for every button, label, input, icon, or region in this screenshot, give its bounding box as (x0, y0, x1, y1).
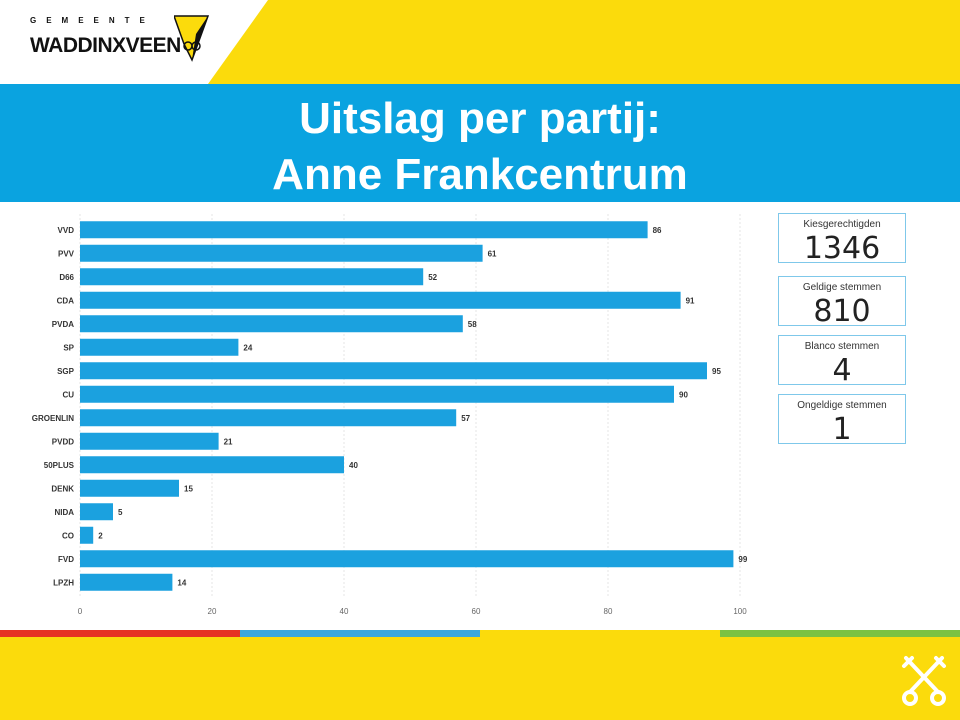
category-label: FVD (58, 555, 74, 564)
kpi-card-kiesgerechtigden: Kiesgerechtigden 1346 (778, 213, 906, 266)
data-label: 21 (224, 437, 233, 446)
stripe-yellow (480, 630, 720, 637)
category-label: PVDA (52, 320, 74, 329)
page-subtitle: Anne Frankcentrum (272, 150, 688, 199)
data-label: 86 (653, 226, 662, 235)
bar (80, 385, 674, 403)
data-label: 40 (349, 461, 358, 470)
kpi-value: 1 (832, 412, 852, 447)
data-label: 99 (738, 555, 747, 564)
bar (80, 338, 239, 356)
data-label: 90 (679, 390, 688, 399)
category-label: GROENLIN (32, 414, 74, 423)
logo-name: WADDINXVEEN (30, 34, 181, 57)
kpi-value: 4 (832, 353, 852, 388)
data-label: 91 (686, 296, 695, 305)
stripe-red (0, 630, 240, 637)
stripe-green (720, 630, 960, 637)
bar (80, 479, 179, 497)
category-label: LPZH (53, 578, 74, 587)
logo: GEMEENTE WADDINXVEEN (20, 12, 220, 72)
bar (80, 432, 219, 450)
bar (80, 221, 648, 239)
data-label: 24 (243, 343, 252, 352)
data-label: 14 (177, 578, 186, 587)
page-title: Uitslag per partij: (299, 94, 661, 143)
category-label: PVDD (52, 437, 74, 446)
x-tick-label: 0 (78, 607, 83, 616)
keys-emblem-icon (902, 656, 946, 706)
bar (80, 550, 734, 568)
data-label: 61 (488, 249, 497, 258)
category-label: CU (62, 390, 74, 399)
bar (80, 409, 457, 427)
category-label: NIDA (54, 508, 74, 517)
bar (80, 526, 94, 544)
bar (80, 573, 173, 591)
kpi-card-geldige-stemmen: Geldige stemmen 810 (778, 276, 906, 329)
title-band (0, 84, 960, 202)
bar (80, 315, 463, 333)
kpi-card-ongeldige-stemmen: Ongeldige stemmen 1 (778, 394, 906, 447)
data-label: 57 (461, 414, 470, 423)
stripe-blue (240, 630, 480, 637)
bar (80, 456, 344, 474)
kpi-label: Blanco stemmen (804, 341, 880, 352)
category-label: 50PLUS (44, 461, 75, 470)
bottom-banner (0, 637, 960, 720)
category-label: CDA (57, 296, 75, 305)
x-tick-label: 60 (472, 607, 481, 616)
category-label: DENK (51, 484, 74, 493)
kpi-value: 810 (813, 294, 871, 329)
kpi-value: 1346 (803, 231, 881, 266)
category-label: D66 (59, 273, 74, 282)
coat-of-arms-icon (174, 15, 210, 62)
x-tick-label: 80 (604, 607, 613, 616)
data-label: 5 (118, 508, 123, 517)
data-label: 2 (98, 531, 103, 540)
bar (80, 268, 424, 286)
x-tick-label: 20 (208, 607, 217, 616)
data-label: 15 (184, 484, 193, 493)
kpi-card-blanco-stemmen: Blanco stemmen 4 (778, 335, 906, 388)
data-label: 58 (468, 320, 477, 329)
logo-gemeente-text: GEMEENTE (30, 16, 155, 25)
bar (80, 244, 483, 262)
category-label: PVV (58, 249, 75, 258)
category-label: VVD (58, 226, 75, 235)
x-tick-label: 40 (340, 607, 349, 616)
bar (80, 503, 113, 521)
bar (80, 362, 707, 380)
kpi-label: Ongeldige stemmen (797, 400, 887, 411)
x-tick-label: 100 (733, 607, 747, 616)
category-label: SP (63, 343, 74, 352)
data-label: 52 (428, 273, 437, 282)
bar (80, 291, 681, 309)
category-label: SGP (57, 367, 75, 376)
kpi-label: Geldige stemmen (802, 282, 882, 293)
kpi-label: Kiesgerechtigden (803, 219, 881, 230)
category-label: CO (62, 531, 74, 540)
data-label: 95 (712, 367, 721, 376)
